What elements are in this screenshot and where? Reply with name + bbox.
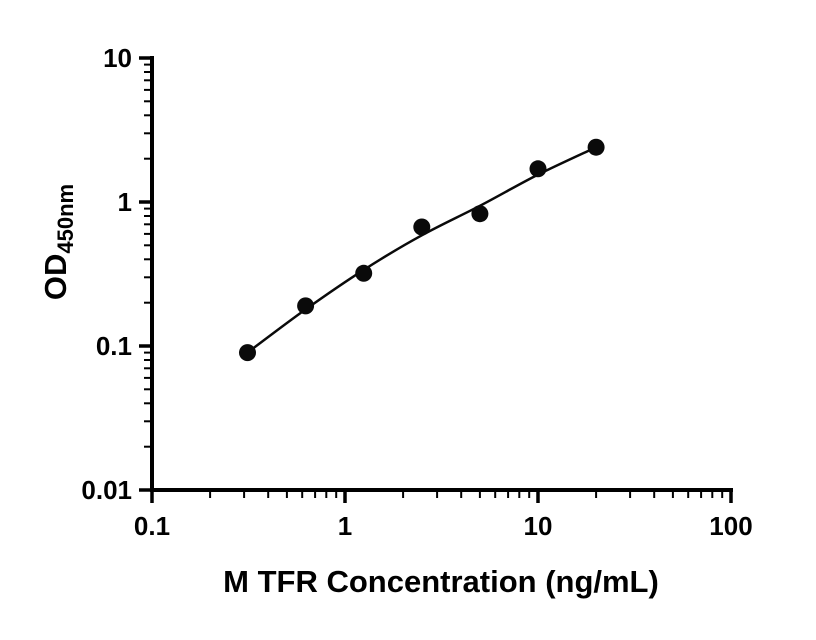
y-tick-label: 0.1 [96,331,132,361]
data-point [587,138,605,156]
y-tick-label: 1 [118,187,132,217]
y-axis-label-subscript: 450nm [53,184,78,254]
y-tick-label: 0.01 [81,475,132,505]
data-point [413,218,431,236]
y-tick-label: 10 [103,43,132,73]
data-point [355,264,373,282]
x-tick-label: 100 [709,511,752,541]
data-point [239,344,256,362]
fit-curve [246,146,597,354]
x-tick-label: 0.1 [134,511,170,541]
data-point [529,160,547,178]
y-axis-label-main: OD [38,254,73,301]
x-axis-label: M TFR Concentration (ng/mL) [223,564,659,599]
x-tick-label: 1 [338,511,352,541]
x-tick-label: 10 [524,511,553,541]
plot-series-layer [239,138,605,362]
data-point [471,205,489,223]
data-point [297,297,315,315]
y-axis-label: OD450nm [38,184,78,300]
